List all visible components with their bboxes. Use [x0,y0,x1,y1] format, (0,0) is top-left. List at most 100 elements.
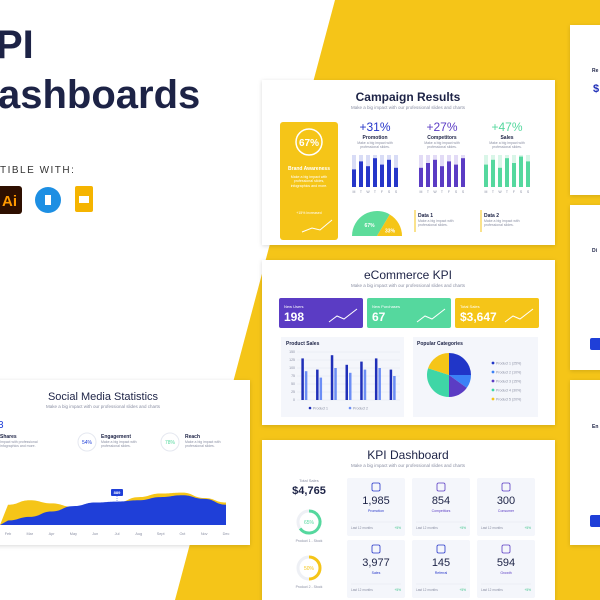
ring-value [298,509,322,535]
stat-change: +5% [395,526,402,530]
metric-name: Promotion [363,135,388,141]
keynote-stand [45,195,51,205]
y-tick-label: 125 [289,358,295,362]
pie-slice [449,353,471,375]
total-value: $4,765 [292,485,326,497]
legend-swatch [491,370,495,374]
legend-swatch [308,406,312,410]
x-tick-label: Aug [135,532,142,536]
pie-slice [427,368,449,397]
metric-text-box: Make a big impact with professional slid… [357,141,393,149]
kpi-card-value: 198 [284,310,304,324]
day-label: T [427,190,430,194]
stat-change: +5% [460,526,467,530]
day-label: M [485,190,488,194]
stat-period: Last 12 months [416,588,438,592]
kpi-card-value: 67 [372,310,386,324]
bar [426,163,430,187]
gauge-segment [377,214,402,236]
bar [380,164,384,187]
kpi-card [455,298,539,328]
bar [440,166,444,187]
stat-period: Last 12 months [351,588,373,592]
bar [505,158,509,187]
cropped-button [590,338,600,350]
stat-value: 854 [432,495,450,507]
x-tick-label: Sept [157,532,166,536]
cropped-title: En [592,424,598,430]
gauge-label: 67% [365,223,376,229]
title: PI [0,23,34,67]
stat-period: Last 12 months [416,526,438,530]
chart-title: Product Sales [286,341,320,347]
illustrator-icon [0,186,22,214]
legend-swatch [491,361,495,365]
stat-icon [501,482,511,492]
pie-slice [449,375,467,397]
legend-label: Product 1 (25%) [496,361,521,365]
card-percent: 67% [299,138,319,149]
metric-text-box: Make a big impact with professional slid… [489,141,525,149]
day-label: F [448,190,450,194]
slide-title: Campaign Results [356,90,461,104]
y-tick-label: 150 [289,350,295,354]
x-tick-label: Apr [49,532,56,536]
pie-slice [428,353,449,375]
cropped-button [590,515,600,527]
legend-label: Product 5 (20%) [496,397,521,401]
gauge-label: 33% [385,229,396,235]
stat-ring [160,432,180,452]
stat-change: +5% [460,588,467,592]
stat-card [412,478,470,536]
slide-subtitle: Make a big impact with our professional … [351,463,466,468]
kpi-card-label: New Users [284,304,304,309]
stat-period: Last 12 months [351,526,373,530]
slide-subtitle: Make a big impact with our professional … [351,105,466,110]
stat-icon [371,544,381,554]
illustrator-icon-label: Ai [2,193,17,210]
bar [316,369,319,400]
stat-card [347,478,405,536]
stat-period: Last 12 months [481,526,503,530]
stat-name: Growth [500,571,511,575]
bar [387,159,391,187]
stat-card [412,540,470,598]
card-label: Brand Awareness [288,166,330,172]
stat-value: 3,977 [362,557,390,569]
bar [334,368,337,400]
stat-value: 54% [82,440,93,446]
day-label: S [455,190,458,194]
title: ashboards [0,73,200,117]
day-label: W [433,190,437,194]
area [0,495,226,525]
stat-value: 3 [0,420,4,431]
slide-title: Social Media Statistics [48,391,159,403]
bar [349,372,352,400]
y-tick-label: 75 [291,374,295,378]
metric-text: Make a big impact with professional slid… [424,141,460,150]
x-tick-label: Nov [201,532,208,536]
stat-name: Competitors [432,509,451,513]
slides-icon-inner [79,196,89,203]
bar [389,369,393,400]
bar [512,163,516,187]
cropped-title: Re [592,68,599,74]
legend-label: Product 3 (15%) [496,379,521,383]
day-label: F [381,190,383,194]
stat-value: 1,985 [362,495,390,507]
stat-icon [436,482,446,492]
x-tick-label: Oct [179,532,186,536]
card-note: +15% Increased [296,211,321,215]
stat-value: 78% [165,440,176,446]
note-title: Data 1 [418,213,433,219]
metric-name: Sales [500,135,513,141]
legend-label: Product 1 [313,406,328,410]
y-tick-label: 50 [291,382,295,386]
stat-name: Consumer [498,509,515,513]
stat-value: 145 [432,557,450,569]
legend-swatch [491,379,495,383]
stat-text: Make a big impact with professional slid… [185,440,221,449]
card-text: Make a big impact with professional slid… [290,175,328,188]
day-label: S [395,190,398,194]
